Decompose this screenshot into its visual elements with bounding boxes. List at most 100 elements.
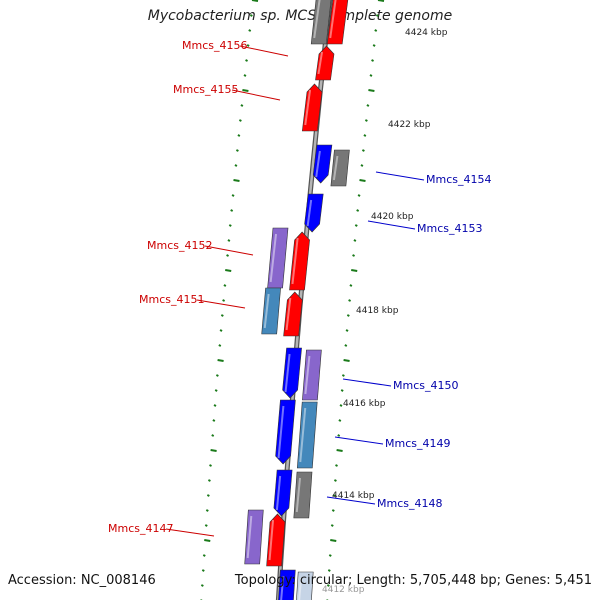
tick-label: 4420 kbp xyxy=(371,212,414,222)
tick-mark xyxy=(328,554,332,557)
tick-mark xyxy=(220,314,224,317)
gene-feature xyxy=(315,45,335,81)
tick-mark xyxy=(210,449,217,452)
gene-highlight xyxy=(246,515,253,559)
gene-highlight xyxy=(275,475,282,511)
tick-mark xyxy=(215,374,219,377)
tick-mark xyxy=(341,374,345,377)
gene-feature xyxy=(301,83,323,132)
tick-mark xyxy=(235,149,239,152)
tick-mark xyxy=(218,344,222,347)
tick-mark xyxy=(214,389,218,392)
gene-feature xyxy=(304,193,324,233)
tick-mark xyxy=(339,404,343,407)
gene-highlight xyxy=(304,89,312,126)
gene-feature xyxy=(283,291,303,337)
tick-mark xyxy=(230,209,234,212)
tick-mark xyxy=(354,224,358,227)
tick-mark xyxy=(361,149,365,152)
map-title: Mycobacterium sp. MCS, complete genome xyxy=(147,8,453,24)
gene-label-mmcs-4155[interactable]: Mmcs_4155 xyxy=(173,83,238,96)
tick-label: 4416 kbp xyxy=(343,399,386,409)
tick-mark xyxy=(202,554,206,557)
tick-mark xyxy=(332,494,336,497)
gene-highlight xyxy=(329,0,337,39)
tick-mark xyxy=(343,359,350,362)
tick-mark xyxy=(340,389,344,392)
gene-label-mmcs-4156[interactable]: Mmcs_4156 xyxy=(182,39,247,52)
gene-highlight xyxy=(295,477,301,513)
tick-label: 4414 kbp xyxy=(332,491,375,501)
tick-mark xyxy=(346,314,350,317)
gene-feature xyxy=(326,0,349,45)
tick-mark xyxy=(245,59,248,62)
gene-feature xyxy=(289,231,310,291)
gene-label-leader xyxy=(375,171,425,181)
tick-mark xyxy=(374,29,378,32)
tick-mark xyxy=(209,464,212,467)
gene-label-mmcs-4154[interactable]: Mmcs_4154 xyxy=(426,173,491,186)
tick-mark xyxy=(349,284,353,287)
tick-mark xyxy=(338,419,342,422)
tick-mark xyxy=(375,14,379,17)
tick-mark xyxy=(353,239,357,242)
gene-label-leader xyxy=(334,436,384,445)
gene-feature xyxy=(278,569,296,600)
gene-label-leader xyxy=(204,245,254,256)
gene-label-mmcs-4149[interactable]: Mmcs_4149 xyxy=(385,437,450,450)
gene-feature xyxy=(282,347,302,399)
tick-mark xyxy=(326,584,330,587)
gene-feature xyxy=(310,0,332,45)
tick-mark xyxy=(212,419,216,422)
gene-label-leader xyxy=(367,220,416,230)
tick-mark xyxy=(233,179,240,182)
gene-feature xyxy=(266,513,286,567)
tick-mark xyxy=(238,119,242,122)
tick-mark xyxy=(369,74,373,77)
gene-highlight xyxy=(269,233,277,283)
tick-mark xyxy=(359,179,366,182)
gene-label-mmcs-4153[interactable]: Mmcs_4153 xyxy=(417,222,482,235)
gene-label-mmcs-4151[interactable]: Mmcs_4151 xyxy=(139,293,204,306)
tick-mark xyxy=(331,509,335,512)
tick-mark xyxy=(205,509,209,512)
tick-mark xyxy=(352,254,355,257)
tick-mark xyxy=(237,134,241,137)
topology-text: Topology: circular; Length: 5,705,448 bp… xyxy=(234,573,592,588)
gene-highlight xyxy=(268,519,275,561)
tick-mark xyxy=(344,344,348,347)
gene-label-mmcs-4152[interactable]: Mmcs_4152 xyxy=(147,239,212,252)
tick-mark xyxy=(330,524,334,527)
tick-mark xyxy=(366,104,370,107)
tick-mark xyxy=(248,29,252,32)
tick-mark xyxy=(243,74,247,77)
tick-mark xyxy=(251,0,259,2)
tick-mark xyxy=(222,299,226,302)
tick-mark xyxy=(371,59,374,62)
gene-feature xyxy=(261,287,281,335)
tick-mark xyxy=(357,194,361,197)
tick-mark xyxy=(201,569,205,572)
tick-mark xyxy=(228,224,232,227)
gene-highlight xyxy=(332,155,339,181)
tick-mark xyxy=(327,569,331,572)
tick-mark xyxy=(240,104,244,107)
tick-label: 4422 kbp xyxy=(388,120,431,130)
tick-mark xyxy=(364,119,368,122)
accession-text: Accession: NC_008146 xyxy=(8,573,156,588)
tick-mark xyxy=(227,239,231,242)
gene-feature xyxy=(296,571,314,600)
tick-mark xyxy=(223,284,227,287)
gene-label-mmcs-4147[interactable]: Mmcs_4147 xyxy=(108,522,173,535)
tick-mark xyxy=(217,359,224,362)
tick-label: 4418 kbp xyxy=(356,306,399,316)
tick-mark xyxy=(368,89,375,92)
gene-label-leader xyxy=(231,89,281,101)
gene-label-mmcs-4150[interactable]: Mmcs_4150 xyxy=(393,379,458,392)
tick-label: 4412 kbp xyxy=(322,585,365,595)
tick-mark xyxy=(356,209,360,212)
tick-mark xyxy=(372,44,376,47)
gene-label-mmcs-4148[interactable]: Mmcs_4148 xyxy=(377,497,442,510)
